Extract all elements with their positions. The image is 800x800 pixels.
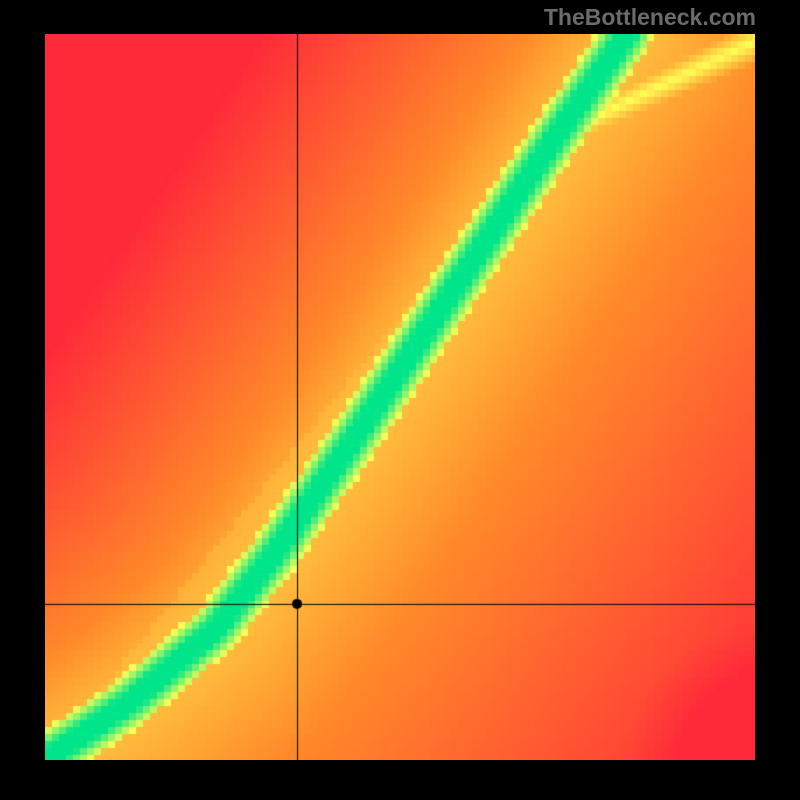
heatmap-canvas [45, 34, 755, 760]
chart-container: TheBottleneck.com [0, 0, 800, 800]
watermark-text: TheBottleneck.com [544, 4, 756, 31]
